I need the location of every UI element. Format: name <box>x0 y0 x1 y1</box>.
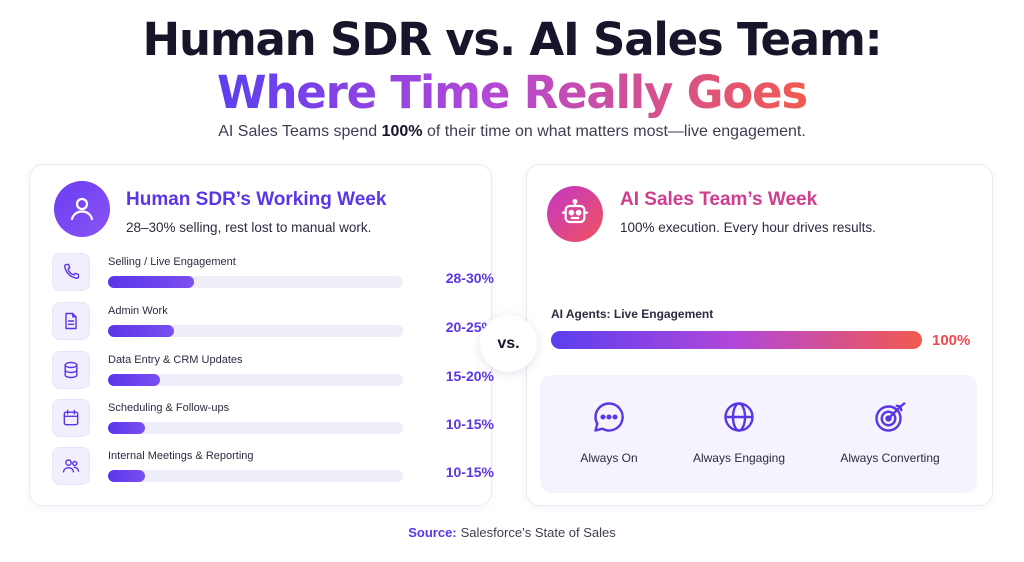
bar <box>108 325 175 337</box>
subtitle-post: of their time on what matters most—live … <box>422 123 806 140</box>
ai-card-title: AI Sales Team’s Week <box>620 189 818 210</box>
bar-value-label: 10-15% <box>445 464 494 480</box>
subtitle-bold: 100% <box>381 123 423 140</box>
vs-badge: vs. <box>480 315 537 372</box>
bar-row: Scheduling & Follow-ups 10-15% <box>52 399 494 439</box>
human-sdr-card: Human SDR’s Working Week 28–30% selling,… <box>29 164 494 506</box>
bar-row: Data Entry & CRM Updates 15-20% <box>52 351 494 391</box>
ai-bar-track <box>551 331 922 349</box>
feature-label: Always On <box>580 451 638 465</box>
bar-track <box>108 470 403 482</box>
ai-bar-value: 100% <box>932 332 971 349</box>
bar-row: Admin Work 20-25% <box>52 302 494 342</box>
bar-category-label: Scheduling & Follow-ups <box>108 402 230 414</box>
bar <box>108 422 145 434</box>
bar-track <box>108 276 403 288</box>
phone-icon <box>52 253 90 291</box>
page-subtitle: AI Sales Teams spend 100% of their time … <box>0 123 1024 141</box>
person-icon <box>54 181 110 237</box>
bar-category-label: Data Entry & CRM Updates <box>108 354 243 366</box>
bar <box>108 470 145 482</box>
bar-category-label: Admin Work <box>108 305 168 317</box>
source-text: Salesforce’s State of Sales <box>460 525 616 540</box>
bar-category-label: Selling / Live Engagement <box>108 256 236 268</box>
feature-always-converting: Always Converting <box>825 397 955 465</box>
bar <box>108 276 194 288</box>
human-card-subtitle: 28–30% selling, rest lost to manual work… <box>126 220 372 235</box>
source-note: Source: Salesforce’s State of Sales <box>0 525 1024 540</box>
target-icon <box>870 397 910 437</box>
page-title-line1: Human SDR vs. AI Sales Team: <box>142 13 883 66</box>
bar <box>108 374 160 386</box>
calendar-icon <box>52 399 90 437</box>
page-title-line2: Where Time Really Goes <box>0 66 1024 120</box>
feature-label: Always Engaging <box>692 451 786 465</box>
bar-track <box>108 422 403 434</box>
bar-track <box>108 325 403 337</box>
people-icon <box>52 447 90 485</box>
feature-always-engaging: Always Engaging <box>674 397 804 465</box>
bar-category-label: Internal Meetings & Reporting <box>108 450 254 462</box>
database-icon <box>52 351 90 389</box>
bar-value-label: 28-30% <box>445 270 494 286</box>
globe-icon <box>719 397 759 437</box>
ai-team-card: AI Sales Team’s Week 100% execution. Eve… <box>526 164 993 506</box>
source-label: Source: <box>408 525 457 540</box>
bar-track <box>108 374 403 386</box>
feature-always-on: Always On <box>544 397 674 465</box>
features-panel: Always On Always Engaging <box>540 375 977 493</box>
ai-bar-label: AI Agents: Live Engagement <box>551 307 714 321</box>
title-gradient-text: Where Time Really Goes <box>217 66 808 119</box>
ai-bar-fill <box>551 331 922 349</box>
bar-value-label: 10-15% <box>445 416 494 432</box>
document-icon <box>52 302 90 340</box>
human-card-title: Human SDR’s Working Week <box>126 189 387 210</box>
feature-label: Always Converting <box>840 451 940 465</box>
subtitle-pre: AI Sales Teams spend <box>218 123 382 140</box>
bar-row: Selling / Live Engagement 28-30% <box>52 253 494 293</box>
ai-card-subtitle: 100% execution. Every hour drives result… <box>620 220 876 235</box>
bar-row: Internal Meetings & Reporting 10-15% <box>52 447 494 487</box>
bar-value-label: 15-20% <box>445 368 494 384</box>
robot-icon <box>547 186 603 242</box>
chat-bubble-icon <box>589 397 629 437</box>
